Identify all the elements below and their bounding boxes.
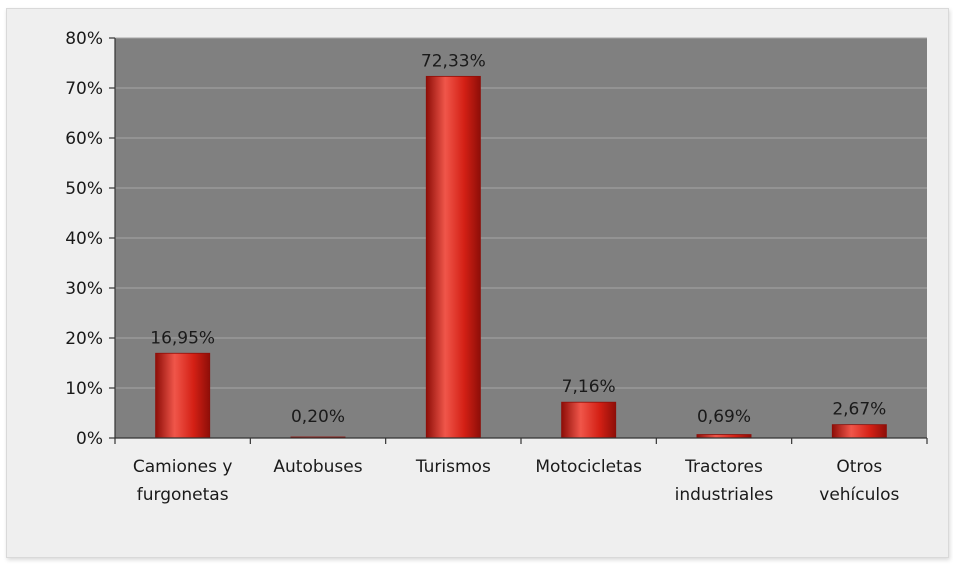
category-label-line: furgonetas bbox=[137, 485, 229, 505]
data-label: 7,16% bbox=[562, 377, 616, 397]
y-tick-label: 10% bbox=[65, 379, 103, 399]
y-tick-label: 50% bbox=[65, 179, 103, 199]
category-label: Turismos bbox=[415, 457, 491, 477]
data-label: 72,33% bbox=[421, 51, 486, 71]
category-label-line: Motocicletas bbox=[535, 457, 642, 477]
bar-chart: 0% 10% 20% 30% 40% 50% 60% 70% 80% 16,95% 0,20% 72… bbox=[65, 29, 928, 505]
bar bbox=[831, 424, 887, 439]
bar bbox=[425, 75, 481, 439]
category-label-line: vehículos bbox=[819, 485, 899, 505]
category-label: Motocicletas bbox=[535, 457, 642, 477]
y-axis-tick-labels: 0% 10% 20% 30% 40% 50% 60% 70% 80% bbox=[65, 29, 103, 449]
category-label: Otros vehículos bbox=[819, 457, 899, 505]
y-tick-label: 80% bbox=[65, 29, 103, 49]
data-label: 0,69% bbox=[697, 407, 751, 427]
category-label: Camiones y furgonetas bbox=[133, 457, 233, 505]
data-labels: 16,95% 0,20% 72,33% 7,16% 0,69% 2,67% bbox=[150, 51, 886, 427]
chart-frame: 0% 10% 20% 30% 40% 50% 60% 70% 80% 16,95% 0,20% 72… bbox=[6, 8, 949, 558]
bar bbox=[155, 352, 211, 439]
y-tick-label: 40% bbox=[65, 229, 103, 249]
bars bbox=[155, 75, 887, 439]
y-tick-label: 70% bbox=[65, 79, 103, 99]
y-tick-label: 0% bbox=[76, 429, 103, 449]
category-label-line: Camiones y bbox=[133, 457, 233, 477]
bar bbox=[561, 401, 617, 439]
category-label-line: Turismos bbox=[415, 457, 491, 477]
category-label-line: Tractores bbox=[684, 457, 763, 477]
data-label: 0,20% bbox=[291, 407, 345, 427]
y-tick-label: 30% bbox=[65, 279, 103, 299]
y-tick-label: 20% bbox=[65, 329, 103, 349]
category-label-line: Autobuses bbox=[273, 457, 362, 477]
category-label: Autobuses bbox=[273, 457, 362, 477]
category-label-line: Otros bbox=[836, 457, 882, 477]
axes bbox=[109, 37, 928, 444]
x-axis-category-labels: Camiones y furgonetas Autobuses Turismos Mot… bbox=[133, 457, 900, 505]
category-label: Tractores industriales bbox=[675, 457, 774, 505]
y-tick-label: 60% bbox=[65, 129, 103, 149]
data-label: 2,67% bbox=[832, 400, 886, 420]
gridlines bbox=[115, 37, 927, 389]
data-label: 16,95% bbox=[150, 328, 215, 348]
category-label-line: industriales bbox=[675, 485, 774, 505]
